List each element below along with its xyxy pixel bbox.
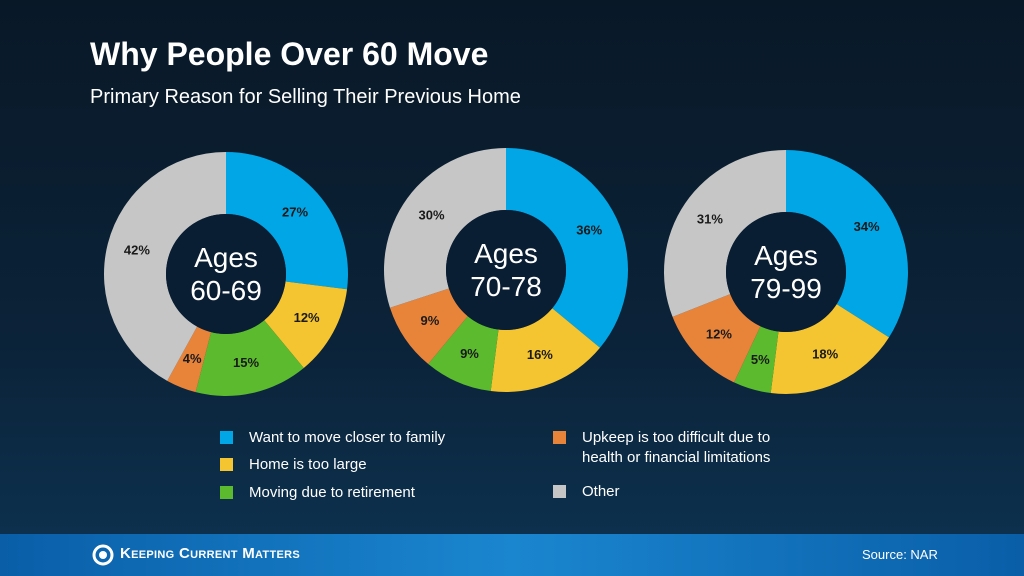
slice	[264, 281, 348, 369]
footer: Keeping Current Matters Source: NAR	[0, 534, 1024, 576]
value-label: 9%	[460, 346, 479, 361]
legend-label: Upkeep is too difficult due to health or…	[582, 429, 771, 466]
legend-label: Home is too large	[249, 456, 367, 473]
legend-item: Upkeep is too difficult due to health or…	[553, 428, 803, 468]
slice	[195, 320, 304, 397]
title: Why People Over 60 Move	[90, 36, 489, 72]
slice	[663, 150, 786, 317]
legend-swatch	[553, 431, 566, 444]
legend-item: Other	[553, 482, 803, 502]
value-label: 5%	[751, 352, 770, 367]
value-label: 12%	[706, 326, 732, 341]
center-label: Ages 60-69	[190, 242, 262, 306]
slice	[167, 326, 212, 393]
logo	[92, 544, 114, 566]
slice	[770, 304, 890, 394]
brand: Keeping Current Matters	[120, 545, 300, 562]
value-label: 42%	[124, 243, 150, 258]
donut-hole	[166, 214, 286, 334]
legend-label: Other	[582, 483, 620, 500]
value-label: 36%	[576, 222, 602, 237]
legend-item: Home is too large	[220, 455, 480, 475]
slice	[104, 152, 226, 381]
source: Source: NAR	[862, 547, 938, 562]
slice	[226, 152, 348, 290]
slice	[490, 308, 601, 392]
donut-hole	[726, 212, 846, 332]
value-label: 31%	[697, 212, 723, 227]
legend-swatch	[220, 486, 233, 499]
slice	[786, 150, 908, 338]
value-label: 9%	[421, 313, 440, 328]
slice	[389, 288, 468, 365]
legend-item: Moving due to retirement	[220, 483, 480, 503]
slice	[383, 148, 506, 308]
value-label: 30%	[419, 207, 445, 222]
slice	[428, 316, 499, 392]
center-label: Ages 79-99	[750, 240, 822, 304]
subtitle: Primary Reason for Selling Their Previou…	[90, 86, 521, 108]
value-label: 27%	[282, 205, 308, 220]
value-label: 15%	[233, 355, 259, 370]
slice	[734, 326, 779, 394]
value-label: 4%	[183, 351, 202, 366]
value-label: 12%	[294, 310, 320, 325]
donut-hole	[446, 210, 566, 330]
legend-item: Want to move closer to family	[220, 428, 480, 448]
value-label: 18%	[812, 347, 838, 362]
legend-label: Moving due to retirement	[249, 484, 415, 501]
slice	[672, 294, 761, 383]
legend-swatch	[220, 458, 233, 471]
legend-label: Want to move closer to family	[249, 429, 446, 446]
legend-swatch	[220, 431, 233, 444]
slice	[506, 148, 628, 348]
value-label: 34%	[854, 219, 880, 234]
legend-swatch	[553, 485, 566, 498]
center-label: Ages 70-78	[470, 238, 542, 302]
value-label: 16%	[527, 347, 553, 362]
